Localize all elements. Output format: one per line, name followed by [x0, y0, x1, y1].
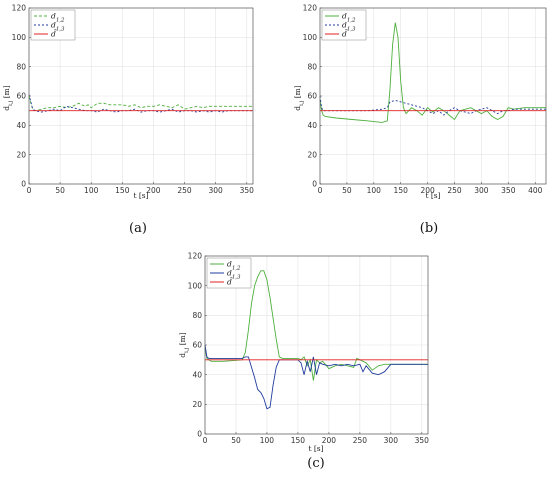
- legend-label: d1,2: [51, 12, 65, 24]
- chart-caption: (b): [420, 221, 438, 236]
- x-tick-label: 250: [353, 436, 368, 445]
- x-tick-label: 150: [115, 186, 130, 195]
- x-tick-label: 0: [318, 186, 323, 195]
- x-tick-label: 300: [384, 436, 399, 445]
- x-tick-label: 150: [394, 186, 409, 195]
- y-tick-label: 0: [21, 180, 26, 189]
- legend-label: d1,2: [342, 12, 356, 24]
- series-line-1: [204, 344, 428, 410]
- x-tick-label: 150: [291, 436, 306, 445]
- x-tick-label: 300: [474, 186, 489, 195]
- x-tick-label: 350: [240, 186, 255, 195]
- chart-caption: (a): [129, 221, 147, 236]
- y-tick-label: 120: [188, 252, 203, 261]
- chart-caption: (c): [307, 456, 324, 471]
- x-axis-label: t [s]: [133, 191, 148, 200]
- y-axis-label: di,j [m]: [293, 85, 305, 110]
- legend-label: d̄: [227, 277, 233, 287]
- y-tick-label: 100: [303, 33, 318, 42]
- x-tick-label: 100: [84, 186, 99, 195]
- x-tick-label: 100: [260, 436, 275, 445]
- legend-label: d1,3: [227, 269, 241, 281]
- x-tick-label: 50: [342, 186, 352, 195]
- x-tick-label: 200: [420, 186, 435, 195]
- y-tick-label: 0: [197, 430, 202, 439]
- x-tick-label: 300: [209, 186, 224, 195]
- y-tick-label: 120: [12, 4, 27, 13]
- legend-label: d1,3: [51, 21, 65, 33]
- y-tick-label: 60: [192, 341, 202, 350]
- legend: d1,2d1,3d̄: [206, 257, 252, 289]
- legend-label: d1,2: [227, 260, 241, 272]
- legend: d1,2d1,3d̄: [30, 9, 76, 41]
- y-tick-label: 80: [16, 62, 26, 71]
- x-tick-label: 400: [528, 186, 543, 195]
- y-tick-label: 60: [307, 92, 317, 101]
- y-tick-label: 100: [188, 281, 203, 290]
- series-line-1: [28, 94, 253, 113]
- y-axis-label-group: di,j [m]: [293, 85, 305, 110]
- x-axis-label: t [s]: [308, 444, 323, 453]
- y-tick-label: 40: [307, 121, 317, 130]
- x-tick-label: 0: [203, 436, 208, 445]
- x-tick-label: 250: [447, 186, 462, 195]
- x-tick-label: 250: [177, 186, 192, 195]
- series-line-0: [319, 22, 546, 123]
- y-tick-label: 60: [16, 92, 26, 101]
- y-tick-label: 0: [312, 180, 317, 189]
- chart-b: 0 50 100 150 200 250 300 350 400 0 20 40 60 80 100 120 t…: [293, 4, 547, 236]
- y-tick-label: 80: [192, 311, 202, 320]
- y-axis-label: di,j [m]: [178, 332, 190, 357]
- x-tick-label: 100: [367, 186, 382, 195]
- y-tick-label: 20: [307, 150, 317, 159]
- x-tick-label: 350: [501, 186, 516, 195]
- x-tick-label: 0: [27, 186, 32, 195]
- y-tick-label: 40: [16, 121, 26, 130]
- y-tick-label: 40: [192, 370, 202, 379]
- y-axis-label-group: di,j [m]: [178, 332, 190, 357]
- chart-a: 0 50 100 150 200 250 300 350 0 20 40 60 80 100 120 t [s…: [2, 4, 254, 236]
- y-axis-label: di,j [m]: [2, 85, 14, 110]
- x-axis-label: t [s]: [425, 191, 440, 200]
- legend-label: d̄: [342, 29, 348, 39]
- chart-c: 0 50 100 150 200 250 300 350 0 20 40 60 80 100 120 t [s…: [178, 252, 429, 471]
- x-tick-label: 350: [415, 436, 430, 445]
- legend: d1,2d1,3d̄: [321, 9, 367, 41]
- legend-label: d1,3: [342, 21, 356, 33]
- x-tick-label: 200: [146, 186, 161, 195]
- x-tick-label: 200: [322, 436, 337, 445]
- y-axis-label-group: di,j [m]: [2, 85, 14, 110]
- y-tick-label: 120: [303, 4, 318, 13]
- y-tick-label: 20: [16, 150, 26, 159]
- legend-label: d̄: [51, 29, 57, 39]
- y-tick-label: 80: [307, 62, 317, 71]
- y-tick-label: 100: [12, 33, 27, 42]
- x-tick-label: 50: [55, 186, 65, 195]
- x-tick-label: 50: [231, 436, 241, 445]
- y-tick-label: 20: [192, 400, 202, 409]
